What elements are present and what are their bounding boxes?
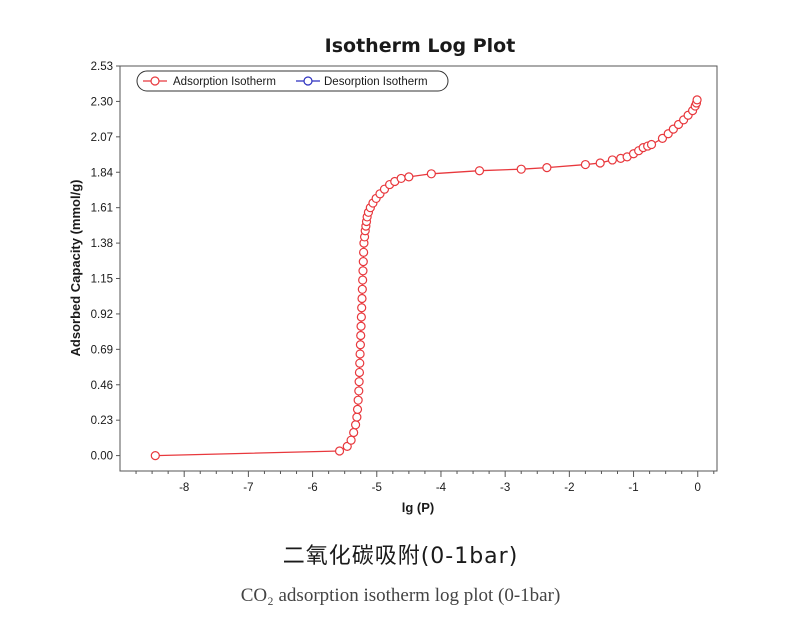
data-point [607, 155, 617, 165]
series-line-0 [155, 99, 698, 457]
legend: Adsorption Isotherm Desorption Isotherm [136, 70, 449, 92]
data-point [355, 358, 365, 368]
x-axis: -8 -7 -6 -5 -4 -3 -2 -1 0 [135, 471, 715, 494]
data-point [356, 312, 366, 322]
data-point [352, 412, 362, 422]
data-point [595, 158, 605, 168]
y-tick-label: 0.69 [91, 344, 113, 356]
data-point [580, 159, 591, 170]
y-tick-label: 1.38 [91, 238, 113, 250]
y-tick-label: 1.84 [91, 167, 114, 179]
x-tick-label: -7 [243, 482, 253, 494]
y-axis: 0.00 0.23 0.46 0.69 0.92 1.15 1.38 1.61 1.84 2.07… [91, 61, 120, 463]
legend-swatch-marker [303, 76, 313, 86]
data-point [350, 420, 361, 430]
data-point [346, 435, 356, 445]
y-tick-label: 2.53 [91, 61, 113, 73]
data-point [692, 95, 702, 105]
data-point [357, 303, 367, 313]
y-tick-label: 2.07 [91, 132, 113, 144]
data-point [355, 340, 366, 350]
series-layer [150, 95, 702, 461]
data-point [404, 172, 414, 182]
data-point [334, 446, 345, 456]
x-tick-label: -3 [500, 482, 510, 494]
data-point [355, 349, 365, 359]
data-point [352, 404, 363, 415]
chart-title: Isotherm Log Plot [325, 35, 516, 57]
data-point [354, 377, 364, 387]
data-point [474, 166, 485, 176]
x-tick-label: -1 [628, 482, 638, 494]
legend-entry: Adsorption Isotherm [173, 76, 276, 88]
y-tick-label: 0.00 [91, 451, 113, 463]
data-point [354, 386, 364, 396]
data-point [150, 451, 160, 461]
data-point [357, 293, 367, 304]
y-tick-label: 0.23 [91, 415, 113, 427]
data-point [353, 395, 363, 405]
x-tick-label: -5 [372, 482, 382, 494]
data-point [358, 266, 368, 276]
x-axis-label: lg (P) [402, 500, 435, 515]
data-point [426, 169, 436, 179]
data-point [358, 256, 368, 267]
data-point [646, 139, 657, 150]
x-tick-label: -8 [179, 482, 189, 494]
legend-swatch-marker [150, 76, 160, 86]
data-point [356, 330, 366, 341]
legend-box [136, 70, 449, 92]
y-tick-label: 1.61 [91, 203, 113, 215]
legend-entry: Desorption Isotherm [324, 76, 428, 88]
data-point [354, 367, 365, 378]
data-point [357, 284, 367, 294]
data-point [516, 164, 526, 174]
caption-subtitle: CO₂ adsorption isotherm log plot (0-1bar… [240, 585, 561, 606]
data-point [358, 275, 368, 285]
y-tick-label: 0.46 [91, 380, 113, 392]
data-point [542, 163, 552, 173]
y-axis-label: Adsorbed Capacity (mmol/g) [68, 180, 83, 357]
data-point [356, 321, 366, 331]
caption-title: 二氧化碳吸附(0-1bar) [282, 544, 519, 569]
y-tick-label: 1.15 [91, 274, 113, 286]
y-tick-label: 0.92 [91, 309, 113, 321]
x-tick-label: 0 [695, 482, 701, 494]
y-tick-label: 2.30 [91, 96, 113, 108]
x-tick-label: -6 [307, 482, 317, 494]
data-point [396, 173, 406, 184]
data-point [349, 427, 359, 438]
x-tick-label: -4 [436, 482, 447, 494]
x-tick-label: -2 [564, 482, 574, 494]
data-point [359, 247, 369, 257]
plot-frame [119, 65, 718, 472]
